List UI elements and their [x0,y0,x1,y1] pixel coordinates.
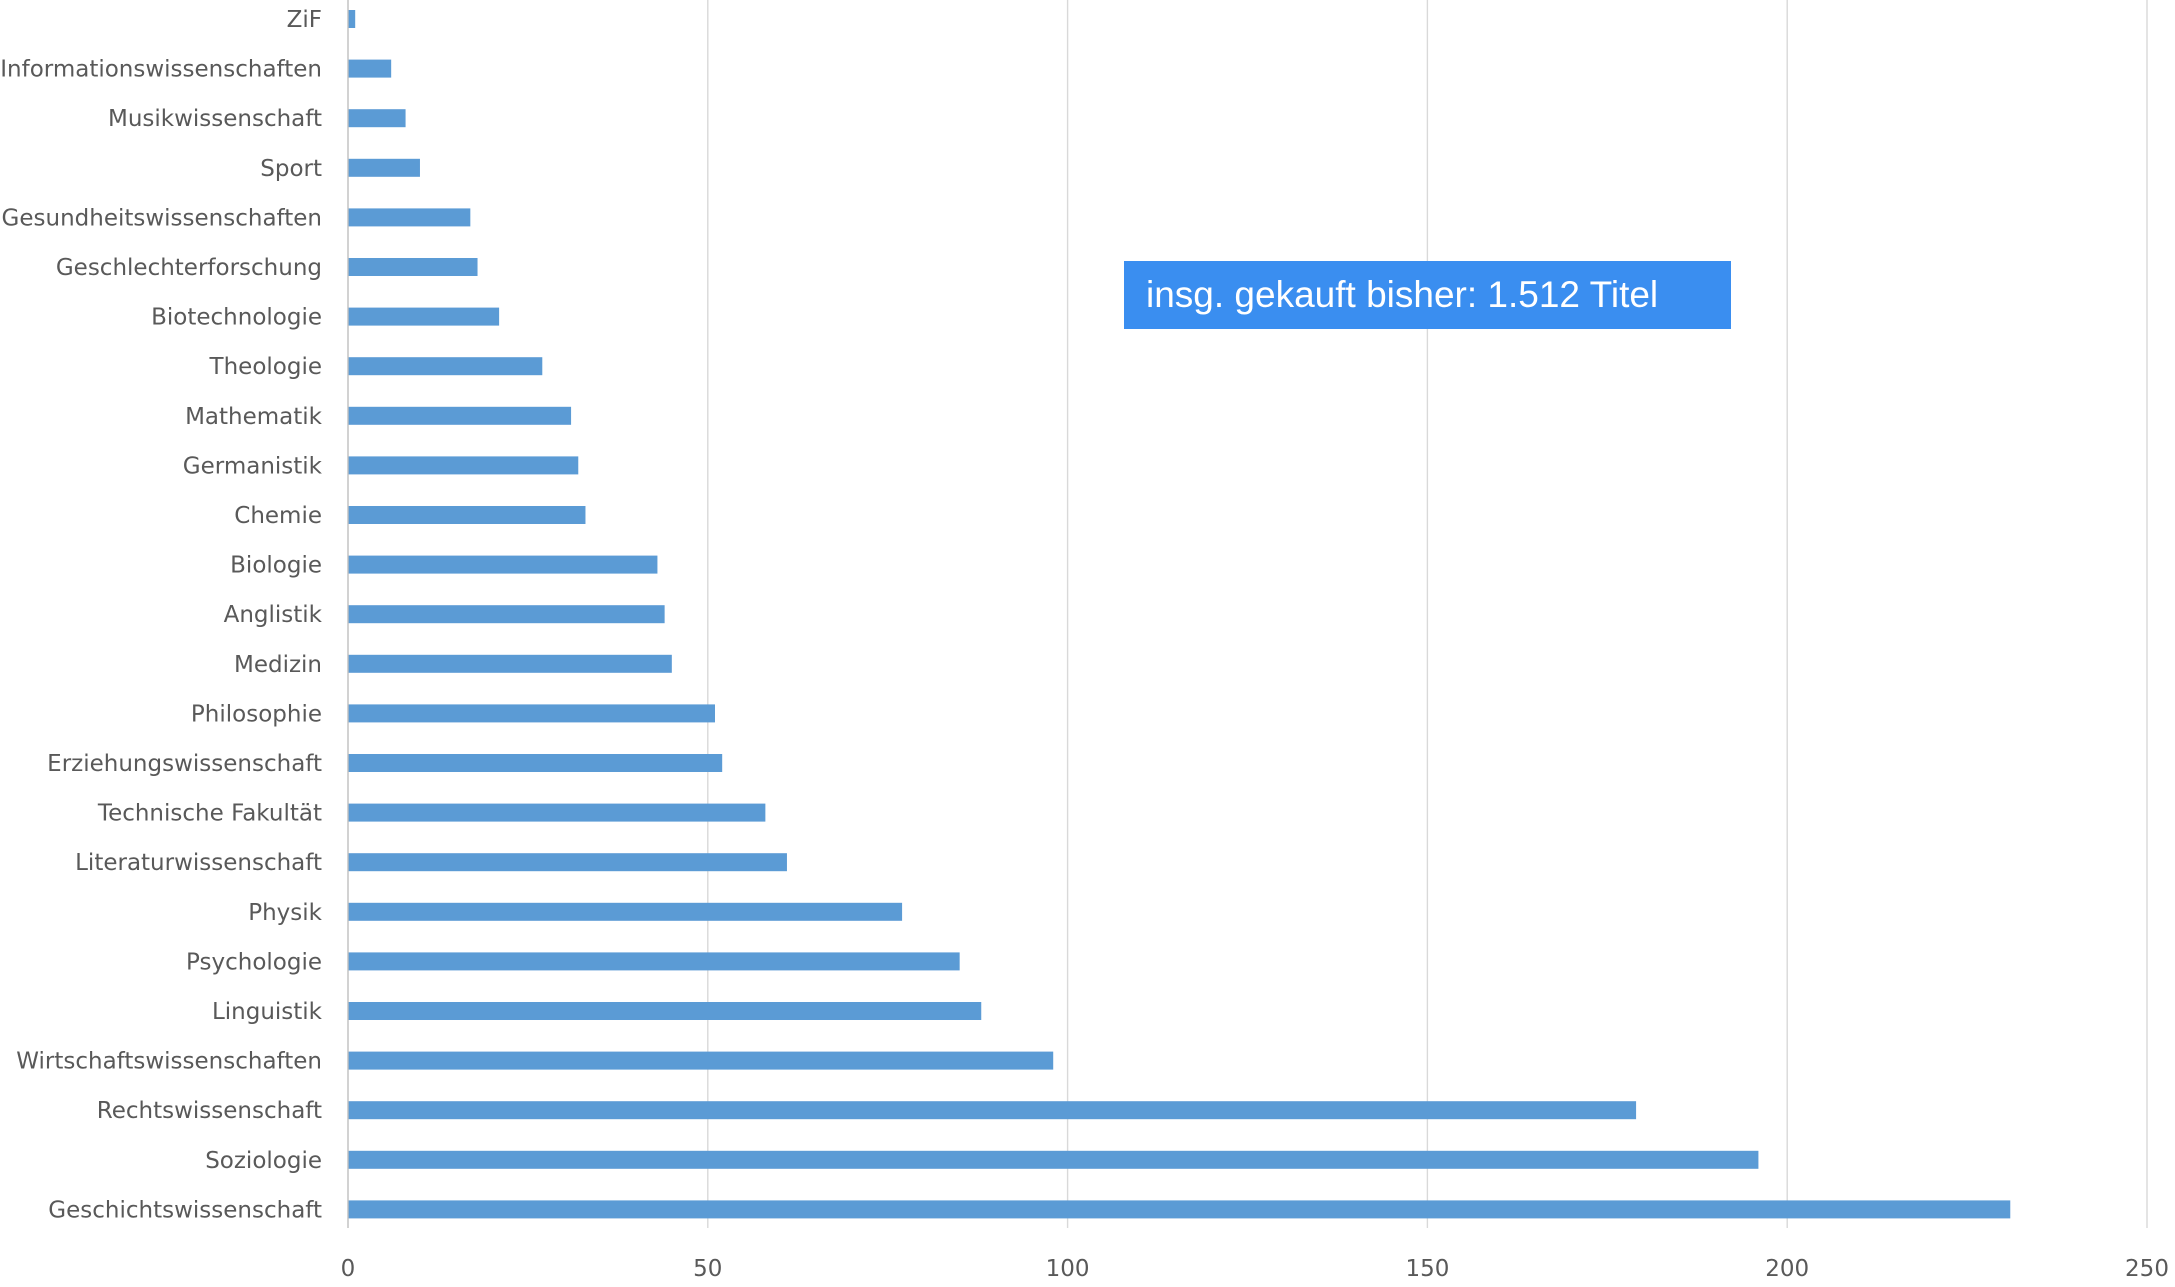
category-label: Geschichtswissenschaft [48,1197,322,1223]
x-tick-label: 200 [1765,1256,1809,1282]
category-label: Germanistik [183,453,323,479]
bar [348,1101,1637,1120]
bar [348,1200,2011,1219]
category-label: Medizin [234,652,322,678]
category-label: Rechtswissenschaft [97,1098,322,1124]
bar [348,853,787,872]
gridlines [707,0,2148,1228]
category-label: Literaturwissenschaft [75,850,322,876]
bar [348,605,665,624]
bar [348,208,471,227]
category-label: Biotechnologie [151,305,322,331]
bar [348,158,420,177]
category-label: Soziologie [205,1148,322,1174]
bar [348,10,356,28]
bar [348,704,715,723]
category-label: Erziehungswissenschaft [47,751,322,777]
category-label: Psychologie [186,949,322,975]
bar [348,456,579,475]
category-label: Chemie [234,503,322,529]
value-axis: 0 50 100 150 200 250 [341,1256,2169,1282]
category-label: Theologie [209,354,322,380]
category-label: Linguistik [212,999,323,1025]
x-tick-label: 250 [2125,1256,2169,1282]
x-tick-label: 0 [341,1256,356,1282]
category-label: Geschlechterforschung [56,255,322,281]
bar [348,902,903,921]
category-label: Mathematik [185,404,323,430]
category-label: Wirtschaftswissenschaften [16,1049,322,1075]
bar [348,357,543,376]
bar [348,555,658,574]
x-tick-label: 100 [1046,1256,1090,1282]
bar [348,307,500,326]
x-tick-label: 50 [693,1256,722,1282]
bar [348,59,392,78]
bar [348,754,723,772]
bar [348,258,478,276]
total-annotation: insg. gekauft bisher: 1.512 Titel [1124,261,1731,329]
category-label: ZiF [287,7,322,33]
category-label: Musikwissenschaft [108,106,322,132]
bar [348,1002,982,1020]
category-label: Physik [248,900,322,926]
bar [348,803,766,822]
bar [348,654,672,673]
category-label: Anglistik [224,602,323,628]
bar [348,1150,1759,1169]
bar [348,506,586,524]
category-axis: ZiF Informationswissenschaften Musikwissen… [0,0,349,1228]
bar [348,952,960,971]
bar [348,109,406,128]
bar [348,1051,1054,1070]
category-label: Gesundheitswissenschaften [2,205,322,231]
category-label: Informationswissenschaften [0,57,322,83]
bar [348,406,572,425]
category-label: Philosophie [191,701,322,727]
x-tick-label: 150 [1405,1256,1449,1282]
category-label: Biologie [230,553,322,579]
bars [348,10,2011,1219]
category-label: Technische Fakultät [97,801,322,827]
category-label: Sport [260,156,322,182]
